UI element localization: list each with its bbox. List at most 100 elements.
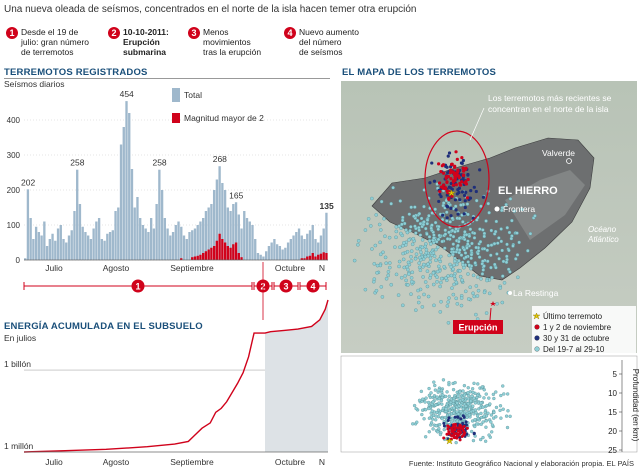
- map-dot-old: [437, 264, 441, 269]
- map-dot-old: [380, 295, 385, 299]
- map-dot-old: [445, 218, 449, 223]
- map-dot-old: [428, 260, 432, 264]
- map-dot-old: [479, 204, 483, 209]
- depth-dot-old: [446, 398, 450, 402]
- milestone-text: Desde el 19 de julio: gran número de terre…: [21, 27, 89, 57]
- milestone-line: de seísmos: [299, 47, 343, 57]
- map-dot-old: [409, 259, 414, 263]
- legend-label: Del 19-7 al 29-10: [543, 345, 605, 354]
- map-dot-old: [482, 264, 486, 268]
- bar-total: [317, 242, 320, 260]
- map-dot-old: [505, 225, 510, 230]
- map-dot-old: [398, 199, 403, 203]
- map-dot-old: [373, 243, 378, 248]
- map-place-label: Valverde: [542, 148, 575, 158]
- legend-dot: [534, 346, 540, 352]
- map-dot-old: [484, 311, 489, 315]
- map-dot-old: [439, 254, 443, 259]
- depth-dot-old: [414, 406, 418, 411]
- bar-total: [270, 242, 273, 260]
- bar-magnitude: [325, 253, 328, 260]
- depth-dot-old: [476, 382, 480, 386]
- map-dot-nov: [466, 177, 470, 182]
- map-dot-old: [476, 251, 480, 256]
- span-badge: [306, 279, 320, 293]
- map-dot-old: [397, 259, 402, 264]
- bar-total: [281, 249, 284, 260]
- map-dot-old: [458, 269, 462, 273]
- bar-total: [265, 251, 268, 260]
- bar-total: [322, 228, 325, 260]
- eruption-label-box: [453, 320, 503, 334]
- bar-total: [204, 211, 208, 260]
- depth-dot-oct: [456, 422, 460, 426]
- depth-dot-old: [421, 397, 425, 401]
- depth-dot-nov: [456, 426, 460, 430]
- map-dot-nov: [441, 186, 445, 190]
- depth-dot-old: [435, 395, 439, 399]
- milestone-number-badge: 2: [108, 27, 120, 39]
- map-dot-old: [489, 228, 494, 233]
- depth-dot-old: [433, 383, 437, 388]
- map-dot-old: [417, 228, 421, 233]
- bar-total: [43, 221, 46, 260]
- map-dot-old: [492, 241, 497, 246]
- bar-total: [141, 225, 145, 260]
- source-note: Fuente: Instituto Geográfico Nacional y …: [408, 459, 634, 468]
- depth-dot-old: [420, 412, 424, 417]
- map-dot-old: [399, 226, 403, 231]
- depth-dot-nov: [453, 428, 457, 432]
- bar-total: [232, 204, 235, 260]
- legend-label-total: Total: [184, 90, 202, 100]
- map-dot-nov: [449, 168, 453, 172]
- bar-magnitude: [317, 254, 320, 260]
- legend-label: Último terremoto: [543, 312, 603, 321]
- map-dot-old: [428, 276, 432, 280]
- map-dot-old: [457, 239, 461, 244]
- map-dot-old: [452, 282, 456, 287]
- map-dot-old: [424, 226, 428, 231]
- bar-total: [166, 228, 169, 260]
- map-dot-old: [421, 275, 425, 279]
- map-dot-oct: [458, 198, 462, 202]
- map-dot-old: [508, 270, 512, 274]
- map-dot-nov: [441, 183, 446, 187]
- bar-total: [40, 235, 43, 260]
- depth-dot-old: [431, 400, 435, 404]
- y-tick-label: 1 billón: [4, 359, 31, 369]
- map-dot-oct: [469, 189, 473, 193]
- map-dot-old: [388, 265, 392, 270]
- depth-dot-old: [470, 387, 475, 391]
- bar-magnitude: [237, 253, 240, 260]
- map-dot-old: [478, 227, 482, 231]
- bar-magnitude: [311, 253, 314, 260]
- depth-dot-old: [455, 401, 459, 405]
- map-dot-old: [490, 275, 494, 280]
- map-dot-old: [459, 203, 463, 207]
- depth-last-quake-star: [445, 437, 454, 445]
- map-dot-old: [462, 265, 466, 270]
- map-dot-old: [459, 303, 464, 308]
- chart-ylabel-terremotos: Seísmos diarios: [4, 79, 65, 89]
- legend-dot: [534, 324, 540, 330]
- map-dot-old: [377, 222, 382, 227]
- bar-magnitude: [212, 246, 216, 260]
- map-dot-old: [418, 255, 422, 260]
- map-dot-old: [469, 266, 473, 271]
- map-dot-old: [474, 284, 479, 288]
- map-dot-nov: [456, 169, 460, 174]
- bar-total: [45, 246, 49, 260]
- bar-total: [180, 226, 183, 260]
- map-dot-old: [425, 232, 429, 236]
- map-dot-oct: [445, 216, 449, 220]
- y-tick-label: 0: [16, 256, 21, 265]
- map-dot-old: [422, 204, 426, 209]
- depth-dot-old: [471, 390, 475, 395]
- map-dot-old: [407, 212, 412, 216]
- map-dot-old: [468, 285, 472, 289]
- depth-dot-old: [482, 396, 486, 400]
- map-dot-old: [466, 239, 470, 243]
- map-callout-line: concentran en el norte de la isla: [488, 104, 609, 114]
- bar-magnitude: [314, 256, 317, 260]
- bar-total: [158, 169, 161, 260]
